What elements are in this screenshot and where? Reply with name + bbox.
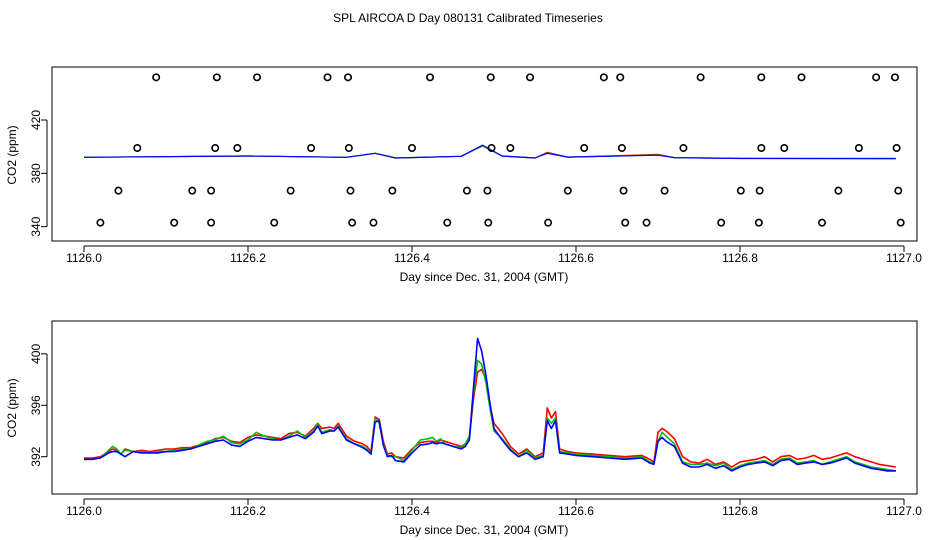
top-scatter-point <box>487 144 496 153</box>
top-scatter-point <box>896 218 905 227</box>
bottom-x-tick-label: 1126.6 <box>558 504 594 518</box>
top-scatter-point <box>443 218 452 227</box>
bottom-series-lines <box>84 337 896 472</box>
top-scatter-point <box>621 218 630 227</box>
top-scatter-point <box>307 144 316 153</box>
bottom-x-tick-label: 1126.4 <box>394 504 430 518</box>
top-scatter-point <box>369 218 378 227</box>
top-series-lines <box>83 144 896 160</box>
top-scatter-point <box>407 144 416 153</box>
bottom-series-green <box>84 359 896 472</box>
top-scatter-point <box>736 186 745 195</box>
top-scatter-point <box>894 186 903 195</box>
bottom-y-axis-label: CO2 (ppm) <box>5 378 19 437</box>
top-scatter-point <box>892 144 901 153</box>
top-scatter-point <box>207 186 216 195</box>
bottom-y-tick-label: 400 <box>29 344 43 364</box>
top-scatter-point <box>617 144 626 153</box>
top-scatter-point <box>462 186 471 195</box>
top-x-tick-label: 1126.6 <box>558 251 594 265</box>
top-scatter-point <box>563 186 572 195</box>
top-y-axis-label: CO2 (ppm) <box>5 125 19 184</box>
top-series-blue <box>83 144 896 160</box>
top-x-tick-label: 1126.8 <box>722 251 758 265</box>
bottom-y-axis: 392 396 400 <box>29 344 48 467</box>
top-scatter-point <box>344 144 353 153</box>
top-scatter-point <box>484 218 493 227</box>
top-scatter-point <box>253 73 262 82</box>
top-scatter-point <box>526 73 535 82</box>
top-x-tick-label: 1126.0 <box>66 251 102 265</box>
top-scatter-point <box>679 144 688 153</box>
top-x-tick-label: 1126.2 <box>230 251 266 265</box>
bottom-x-tick-label: 1126.2 <box>230 504 266 518</box>
bottom-x-axis: 1126.0 1126.2 1126.4 1126.6 1126.8 1127.0 <box>66 498 922 518</box>
top-scatter-points <box>96 73 905 227</box>
top-scatter-point <box>506 144 515 153</box>
top-scatter-point <box>854 144 863 153</box>
top-scatter-point <box>619 186 628 195</box>
bottom-x-tick-label: 1126.8 <box>722 504 758 518</box>
top-scatter-point <box>96 218 105 227</box>
top-scatter-point <box>388 186 397 195</box>
top-y-axis: 340 380 420 <box>29 110 48 237</box>
top-scatter-point <box>797 73 806 82</box>
top-scatter-point <box>348 218 357 227</box>
top-scatter-point <box>580 144 589 153</box>
top-x-axis-label: Day since Dec. 31, 2004 (GMT) <box>400 270 569 284</box>
top-scatter-point <box>696 73 705 82</box>
figure-title: SPL AIRCOA D Day 080131 Calibrated Times… <box>333 11 603 25</box>
top-scatter-point <box>286 186 295 195</box>
top-scatter-point <box>757 73 766 82</box>
bottom-panel: 1126.0 1126.2 1126.4 1126.6 1126.8 1127.0 392… <box>5 320 922 537</box>
top-scatter-point <box>323 73 332 82</box>
bottom-series-blue <box>84 337 896 472</box>
bottom-x-tick-label: 1126.0 <box>66 504 102 518</box>
top-x-tick-label: 1127.0 <box>886 251 922 265</box>
top-scatter-point <box>133 144 142 153</box>
top-scatter-point <box>754 218 763 227</box>
top-scatter-point <box>170 218 179 227</box>
top-scatter-point <box>483 186 492 195</box>
top-scatter-point <box>207 218 216 227</box>
top-scatter-point <box>152 73 161 82</box>
top-y-tick-label: 340 <box>29 216 43 236</box>
top-scatter-point <box>544 218 553 227</box>
top-x-tick-label: 1126.4 <box>394 251 430 265</box>
top-scatter-point <box>757 144 766 153</box>
top-scatter-point <box>660 186 669 195</box>
top-scatter-point <box>616 73 625 82</box>
top-scatter-point <box>717 218 726 227</box>
top-scatter-point <box>755 186 764 195</box>
top-scatter-point <box>233 144 242 153</box>
top-scatter-point <box>486 73 495 82</box>
bottom-series-red <box>84 368 896 468</box>
top-scatter-point <box>114 186 123 195</box>
bottom-y-tick-label: 396 <box>29 395 43 415</box>
top-panel: 1126.0 1126.2 1126.4 1126.6 1126.8 1127.0 340… <box>5 66 922 284</box>
top-scatter-point <box>211 144 220 153</box>
top-y-tick-label: 420 <box>29 110 43 130</box>
top-scatter-point <box>872 73 881 82</box>
top-scatter-point <box>780 144 789 153</box>
bottom-x-axis-label: Day since Dec. 31, 2004 (GMT) <box>400 523 569 537</box>
bottom-y-tick-label: 392 <box>29 446 43 466</box>
top-scatter-point <box>642 218 651 227</box>
top-scatter-point <box>188 186 197 195</box>
bottom-x-tick-label: 1127.0 <box>886 504 922 518</box>
top-scatter-point <box>346 186 355 195</box>
bottom-plot-frame <box>51 320 918 495</box>
top-scatter-point <box>426 73 435 82</box>
top-scatter-point <box>834 186 843 195</box>
top-scatter-point <box>817 218 826 227</box>
top-scatter-point <box>599 73 608 82</box>
top-x-axis: 1126.0 1126.2 1126.4 1126.6 1126.8 1127.0 <box>66 245 922 265</box>
top-scatter-point <box>270 218 279 227</box>
top-scatter-point <box>890 73 899 82</box>
top-plot-frame <box>51 66 918 242</box>
top-scatter-point <box>212 73 221 82</box>
top-y-tick-label: 380 <box>29 163 43 183</box>
top-scatter-point <box>344 73 353 82</box>
